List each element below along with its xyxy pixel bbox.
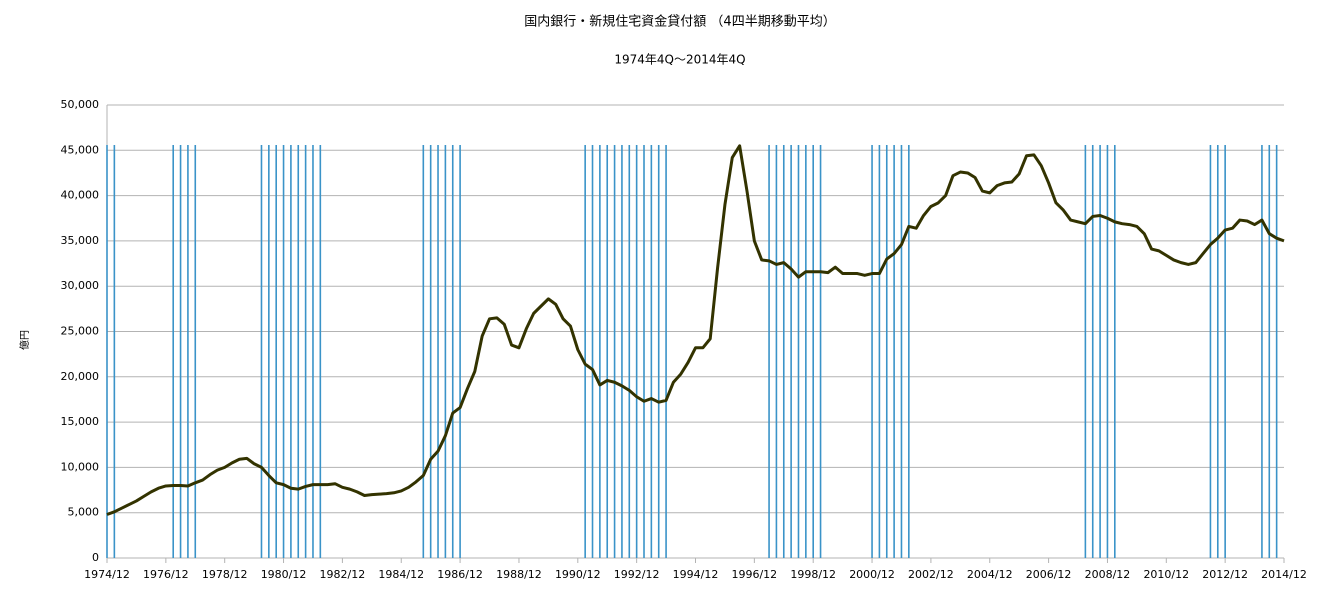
- x-tick-label: 2014/12: [1261, 568, 1307, 581]
- x-tick-label: 1990/12: [555, 568, 601, 581]
- x-tick-label: 2006/12: [1026, 568, 1072, 581]
- x-tick-label: 1996/12: [731, 568, 777, 581]
- x-tick-label: 1978/12: [202, 568, 248, 581]
- x-tick-label: 2000/12: [849, 568, 895, 581]
- data-line: [106, 144, 1285, 516]
- x-tick-label: 1992/12: [614, 568, 660, 581]
- y-tick-label: 15,000: [61, 415, 100, 428]
- x-tick-label: 2002/12: [908, 568, 954, 581]
- x-tick-label: 2012/12: [1202, 568, 1248, 581]
- y-tick-label: 40,000: [61, 189, 100, 202]
- x-tick-label: 1974/12: [84, 568, 130, 581]
- y-tick-label: 20,000: [61, 370, 100, 383]
- y-tick-label: 0: [92, 551, 99, 564]
- chart-subtitle: 1974年4Q～2014年4Q: [614, 53, 745, 67]
- y-tick-label: 50,000: [61, 98, 100, 111]
- x-tick-label: 1986/12: [437, 568, 483, 581]
- chart-title: 国内銀行・新規住宅資金貸付額 （4四半期移動平均）: [524, 14, 835, 30]
- x-tick-label: 2010/12: [1143, 568, 1189, 581]
- y-tick-label: 5,000: [68, 506, 100, 519]
- y-tick-label: 30,000: [61, 279, 100, 292]
- x-tick-label: 1980/12: [261, 568, 307, 581]
- x-tick-label: 2008/12: [1085, 568, 1131, 581]
- x-tick-label: 1984/12: [378, 568, 424, 581]
- y-tick-label: 35,000: [61, 234, 100, 247]
- x-tick-label: 1988/12: [496, 568, 542, 581]
- y-axis-label: 億円: [18, 330, 31, 350]
- y-tick-label: 45,000: [61, 143, 100, 156]
- x-tick-label: 1982/12: [320, 568, 366, 581]
- x-tick-label: 2004/12: [967, 568, 1013, 581]
- x-tick-label: 1994/12: [673, 568, 719, 581]
- x-tick-label: 1998/12: [790, 568, 836, 581]
- y-tick-label: 25,000: [61, 325, 100, 338]
- y-tick-label: 10,000: [61, 460, 100, 473]
- x-tick-label: 1976/12: [143, 568, 189, 581]
